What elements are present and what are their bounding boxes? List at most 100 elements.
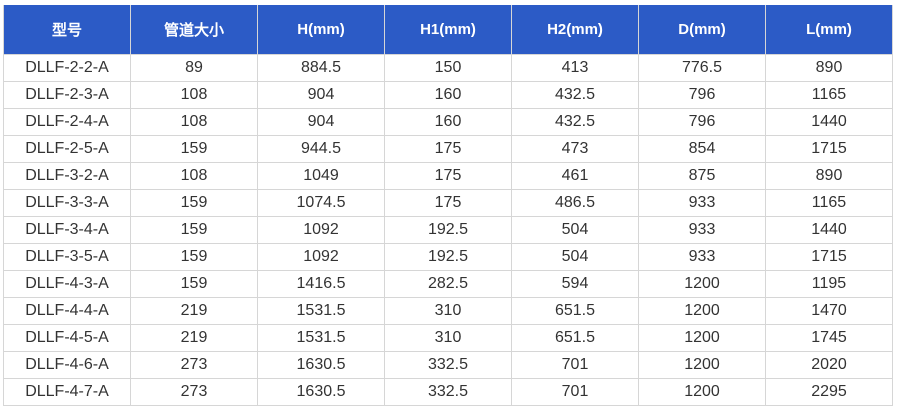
column-header: 管道大小 (130, 5, 258, 55)
table-row: DLLF-4-5-A 219 1531.5 310 651.5 1200 1745 (3, 324, 893, 352)
table-cell: DLLF-4-4-A (3, 297, 131, 325)
table-row: DLLF-3-5-A 159 1092 192.5 504 933 1715 (3, 243, 893, 271)
table-cell: 432.5 (511, 108, 639, 136)
table-cell: 1165 (765, 81, 893, 109)
table-row: DLLF-3-2-A 108 1049 175 461 875 890 (3, 162, 893, 190)
table-cell: 1440 (765, 108, 893, 136)
table-row: DLLF-3-4-A 159 1092 192.5 504 933 1440 (3, 216, 893, 244)
table-cell: 1195 (765, 270, 893, 298)
table-cell: 282.5 (384, 270, 512, 298)
table-row: DLLF-4-3-A 159 1416.5 282.5 594 1200 1195 (3, 270, 893, 298)
table-cell: 175 (384, 162, 512, 190)
table-cell: 332.5 (384, 378, 512, 406)
table-cell: 1531.5 (257, 324, 385, 352)
table-cell: 504 (511, 243, 639, 271)
table-cell: 933 (638, 243, 766, 271)
table-cell: 192.5 (384, 216, 512, 244)
table-cell: 219 (130, 324, 258, 352)
table-cell: DLLF-2-2-A (3, 54, 131, 82)
table-row: DLLF-2-2-A 89 884.5 150 413 776.5 890 (3, 54, 893, 82)
table-cell: 2020 (765, 351, 893, 379)
table-cell: 159 (130, 243, 258, 271)
table-cell: 175 (384, 135, 512, 163)
table-cell: 160 (384, 108, 512, 136)
table-cell: 904 (257, 108, 385, 136)
table-cell: 273 (130, 378, 258, 406)
table-cell: 1092 (257, 243, 385, 271)
table-cell: 2295 (765, 378, 893, 406)
table-cell: 1440 (765, 216, 893, 244)
table-cell: 1470 (765, 297, 893, 325)
table-cell: 796 (638, 108, 766, 136)
table-cell: 1200 (638, 378, 766, 406)
column-header: D(mm) (638, 5, 766, 55)
table-cell: 904 (257, 81, 385, 109)
table-cell: 1630.5 (257, 378, 385, 406)
table-cell: DLLF-2-3-A (3, 81, 131, 109)
table-cell: 1745 (765, 324, 893, 352)
table-cell: 160 (384, 81, 512, 109)
table-cell: 701 (511, 351, 639, 379)
table-cell: 504 (511, 216, 639, 244)
table-cell: 1092 (257, 216, 385, 244)
table-cell: 1630.5 (257, 351, 385, 379)
table-cell: 1416.5 (257, 270, 385, 298)
table-cell: 1074.5 (257, 189, 385, 217)
table-cell: 875 (638, 162, 766, 190)
table-row: DLLF-4-7-A 273 1630.5 332.5 701 1200 2295 (3, 378, 893, 406)
table-cell: 432.5 (511, 81, 639, 109)
table-cell: 159 (130, 216, 258, 244)
table-cell: 890 (765, 162, 893, 190)
column-header: H1(mm) (384, 5, 512, 55)
table-cell: 854 (638, 135, 766, 163)
table-cell: 651.5 (511, 297, 639, 325)
table-cell: 1200 (638, 351, 766, 379)
table-cell: 1200 (638, 297, 766, 325)
table-cell: 701 (511, 378, 639, 406)
table-cell: 219 (130, 297, 258, 325)
table-cell: DLLF-4-3-A (3, 270, 131, 298)
table-cell: DLLF-3-4-A (3, 216, 131, 244)
table-cell: DLLF-3-2-A (3, 162, 131, 190)
table-cell: 332.5 (384, 351, 512, 379)
table-cell: DLLF-4-6-A (3, 351, 131, 379)
table-cell: 108 (130, 81, 258, 109)
table-cell: DLLF-2-4-A (3, 108, 131, 136)
table-cell: DLLF-4-7-A (3, 378, 131, 406)
table-cell: 1165 (765, 189, 893, 217)
table-cell: 594 (511, 270, 639, 298)
table-cell: DLLF-3-3-A (3, 189, 131, 217)
table-cell: 461 (511, 162, 639, 190)
table-row: DLLF-4-6-A 273 1630.5 332.5 701 1200 2020 (3, 351, 893, 379)
table-row: DLLF-3-3-A 159 1074.5 175 486.5 933 1165 (3, 189, 893, 217)
header-row: 型号 管道大小 H(mm) H1(mm) H2(mm) D(mm) L(mm) (3, 5, 893, 55)
table-cell: DLLF-3-5-A (3, 243, 131, 271)
table-cell: 310 (384, 297, 512, 325)
table-cell: 651.5 (511, 324, 639, 352)
table-cell: 944.5 (257, 135, 385, 163)
table-row: DLLF-2-4-A 108 904 160 432.5 796 1440 (3, 108, 893, 136)
table-cell: 1715 (765, 243, 893, 271)
table-cell: 192.5 (384, 243, 512, 271)
table-cell: 933 (638, 216, 766, 244)
table-row: DLLF-2-3-A 108 904 160 432.5 796 1165 (3, 81, 893, 109)
table-cell: 884.5 (257, 54, 385, 82)
spec-table: 型号 管道大小 H(mm) H1(mm) H2(mm) D(mm) L(mm) DLLF-2… (3, 5, 893, 406)
table-cell: 159 (130, 270, 258, 298)
table-cell: 108 (130, 162, 258, 190)
table-cell: 933 (638, 189, 766, 217)
table-cell: 108 (130, 108, 258, 136)
table-row: DLLF-4-4-A 219 1531.5 310 651.5 1200 1470 (3, 297, 893, 325)
table-cell: 1200 (638, 324, 766, 352)
table-cell: 175 (384, 189, 512, 217)
table-cell: 1715 (765, 135, 893, 163)
table-cell: 150 (384, 54, 512, 82)
table-cell: 776.5 (638, 54, 766, 82)
table-cell: 273 (130, 351, 258, 379)
table-cell: 413 (511, 54, 639, 82)
table-cell: 310 (384, 324, 512, 352)
table-cell: 473 (511, 135, 639, 163)
table-cell: 1049 (257, 162, 385, 190)
table-cell: 1200 (638, 270, 766, 298)
column-header: H2(mm) (511, 5, 639, 55)
